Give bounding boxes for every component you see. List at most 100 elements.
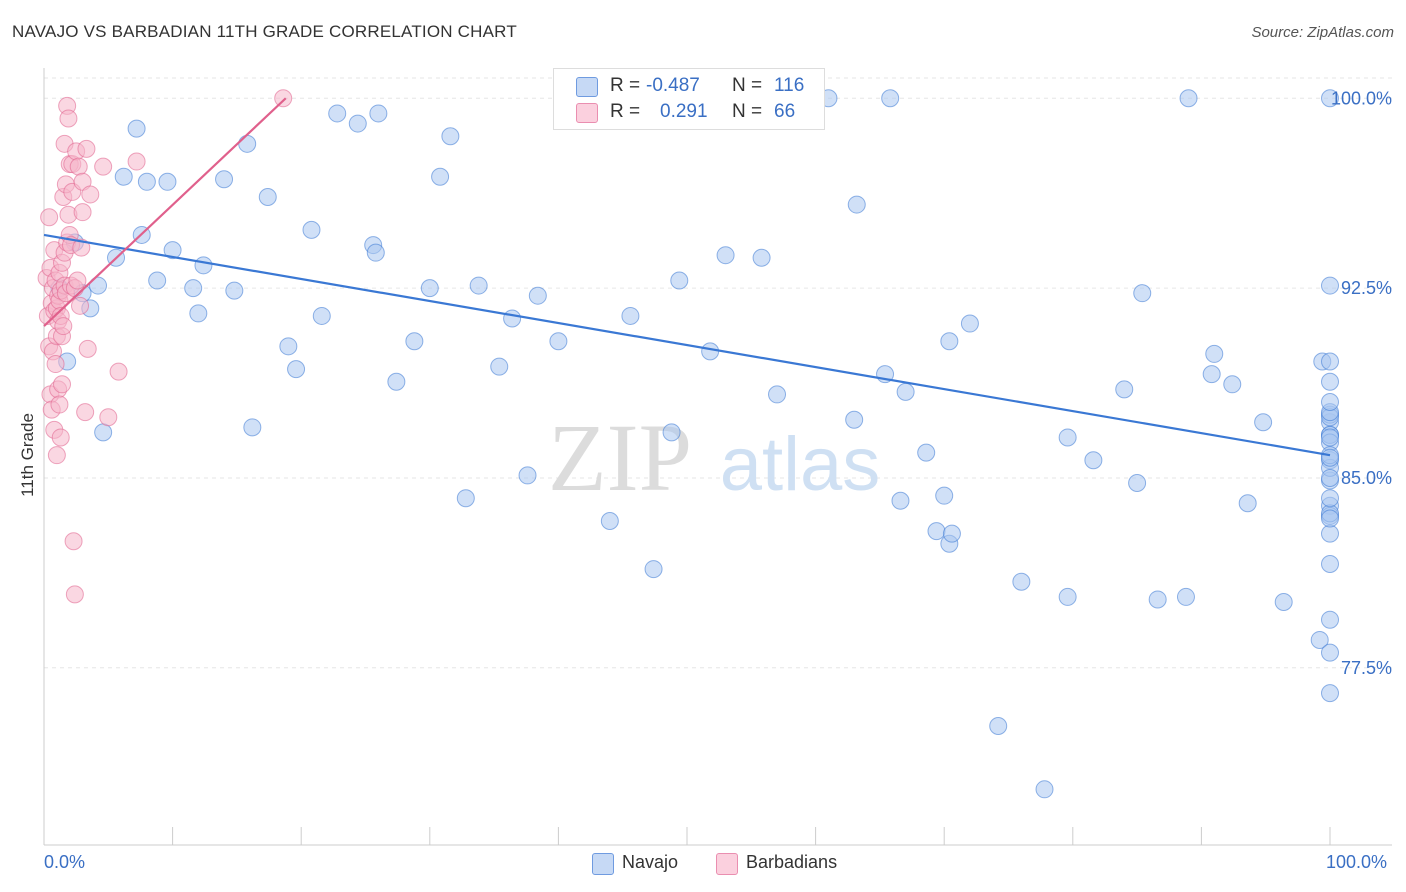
legend-swatch-navajo bbox=[576, 77, 598, 97]
navajo-point bbox=[148, 271, 167, 290]
navajo-point bbox=[456, 489, 475, 508]
legend-n-value: 66 bbox=[774, 101, 796, 122]
y-tick-label: 100.0% bbox=[1331, 88, 1392, 108]
barbadian-point bbox=[78, 339, 97, 358]
navajo-point bbox=[420, 279, 439, 298]
navajo-point bbox=[528, 286, 547, 305]
navajo-point bbox=[942, 524, 961, 543]
legend-r-label: R = bbox=[610, 75, 641, 96]
navajo-point bbox=[1321, 393, 1339, 412]
navajo-point bbox=[768, 385, 787, 404]
navajo-point bbox=[1148, 590, 1167, 609]
navajo-point bbox=[387, 372, 406, 391]
navajo-point bbox=[238, 134, 257, 153]
navajo-point bbox=[312, 306, 331, 325]
navajo-point bbox=[1202, 365, 1221, 384]
data-points bbox=[37, 89, 1339, 799]
navajo-point bbox=[328, 104, 347, 123]
navajo-point bbox=[917, 443, 936, 462]
watermark: ZIP atlas bbox=[548, 404, 880, 511]
navajo-point bbox=[189, 304, 208, 323]
navajo-point bbox=[1012, 572, 1031, 591]
watermark-atlas: atlas bbox=[720, 422, 881, 507]
x-tick-label-max: 100.0% bbox=[1326, 852, 1388, 872]
navajo-point bbox=[518, 466, 537, 485]
barbadian-point bbox=[47, 446, 66, 465]
navajo-point bbox=[1238, 494, 1257, 513]
tick-labels: 77.5% 85.0% 92.5% 100.0% bbox=[1331, 88, 1392, 678]
navajo-point bbox=[935, 486, 954, 505]
navajo-point bbox=[845, 410, 864, 429]
barbadian-point bbox=[53, 375, 72, 394]
navajo-point bbox=[1128, 474, 1147, 493]
trend-lines bbox=[43, 97, 1331, 457]
navajo-point bbox=[469, 276, 488, 295]
navajo-point bbox=[1321, 524, 1339, 543]
navajo-point bbox=[701, 342, 720, 361]
navajo-point bbox=[1035, 780, 1054, 799]
navajo-point bbox=[1254, 413, 1273, 432]
grid-lines bbox=[44, 77, 1392, 669]
navajo-point bbox=[940, 332, 959, 351]
navajo-point bbox=[662, 423, 681, 442]
navajo-point bbox=[960, 314, 979, 333]
navajo-point bbox=[366, 243, 385, 262]
navajo-point bbox=[503, 309, 522, 328]
y-tick-label: 85.0% bbox=[1341, 468, 1392, 488]
navajo-point bbox=[287, 360, 306, 379]
axes bbox=[43, 68, 1392, 846]
navajo-point bbox=[1310, 630, 1329, 649]
barbadian-point bbox=[51, 428, 70, 447]
navajo-point bbox=[431, 167, 450, 186]
barbadian-point bbox=[69, 157, 88, 176]
barbadian-trend-line bbox=[43, 97, 287, 327]
navajo-point bbox=[114, 167, 133, 186]
navajo-point bbox=[1058, 587, 1077, 606]
legend-r-label: R = bbox=[610, 101, 641, 122]
navajo-point bbox=[1321, 509, 1339, 528]
navajo-point bbox=[258, 187, 277, 206]
legend-n-label: N = bbox=[732, 101, 763, 122]
navajo-point bbox=[752, 248, 771, 267]
navajo-point bbox=[1223, 375, 1242, 394]
barbadian-point bbox=[40, 208, 59, 227]
navajo-point bbox=[89, 276, 108, 295]
navajo-point bbox=[891, 491, 910, 510]
barbadian-point bbox=[64, 532, 83, 551]
navajo-point bbox=[1321, 276, 1339, 295]
barbadian-point bbox=[46, 355, 65, 374]
navajo-point bbox=[163, 241, 182, 260]
barbadian-point bbox=[127, 152, 146, 171]
navajo-point bbox=[927, 522, 946, 541]
barbadian-point bbox=[94, 157, 113, 176]
legend-n-value: 116 bbox=[774, 75, 805, 96]
navajo-point bbox=[158, 172, 177, 191]
navajo-point bbox=[184, 279, 203, 298]
navajo-point bbox=[1133, 284, 1152, 303]
navajo-point bbox=[1321, 468, 1339, 487]
barbadian-point bbox=[68, 271, 87, 290]
x-tick-label-min: 0.0% bbox=[44, 852, 86, 872]
navajo-point bbox=[1321, 448, 1339, 467]
navajo-point bbox=[279, 337, 298, 356]
navajo-point bbox=[1084, 451, 1103, 470]
bottom-legend-label-barbadians: Barbadians bbox=[746, 852, 838, 872]
navajo-point bbox=[896, 382, 915, 401]
navajo-point bbox=[1321, 352, 1339, 371]
barbadian-point bbox=[81, 185, 100, 204]
barbadian-point bbox=[59, 109, 78, 128]
watermark-zip: ZIP bbox=[548, 404, 692, 511]
barbadian-point bbox=[50, 395, 69, 414]
bottom-legend-label-navajo: Navajo bbox=[622, 852, 679, 872]
navajo-point bbox=[1321, 89, 1339, 108]
navajo-point bbox=[1321, 610, 1339, 629]
y-tick-label: 77.5% bbox=[1341, 658, 1392, 678]
navajo-point bbox=[1321, 428, 1339, 447]
navajo-point bbox=[644, 560, 663, 579]
navajo-point bbox=[127, 119, 146, 138]
navajo-point bbox=[621, 306, 640, 325]
navajo-point bbox=[94, 423, 113, 442]
barbadian-point bbox=[65, 585, 84, 604]
navajo-trend-line bbox=[43, 233, 1331, 457]
